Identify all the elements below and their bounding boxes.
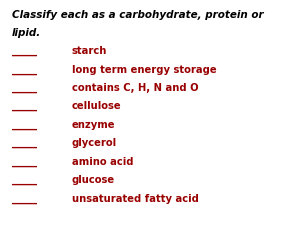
Text: lipid.: lipid. [12, 28, 41, 38]
Text: enzyme: enzyme [72, 120, 116, 130]
Text: _____: _____ [12, 120, 37, 130]
Text: amino acid: amino acid [72, 157, 134, 167]
Text: cellulose: cellulose [72, 101, 122, 111]
Text: unsaturated fatty acid: unsaturated fatty acid [72, 194, 199, 204]
Text: _____: _____ [12, 65, 37, 74]
Text: _____: _____ [12, 157, 37, 167]
Text: _____: _____ [12, 46, 37, 56]
Text: _____: _____ [12, 83, 37, 93]
Text: long term energy storage: long term energy storage [72, 65, 217, 74]
Text: glucose: glucose [72, 175, 115, 185]
Text: _____: _____ [12, 138, 37, 148]
Text: _____: _____ [12, 194, 37, 204]
Text: _____: _____ [12, 175, 37, 185]
Text: _____: _____ [12, 101, 37, 111]
Text: Classify each as a carbohydrate, protein or: Classify each as a carbohydrate, protein… [12, 10, 264, 20]
Text: starch: starch [72, 46, 107, 56]
Text: contains C, H, N and O: contains C, H, N and O [72, 83, 199, 93]
Text: glycerol: glycerol [72, 138, 117, 148]
